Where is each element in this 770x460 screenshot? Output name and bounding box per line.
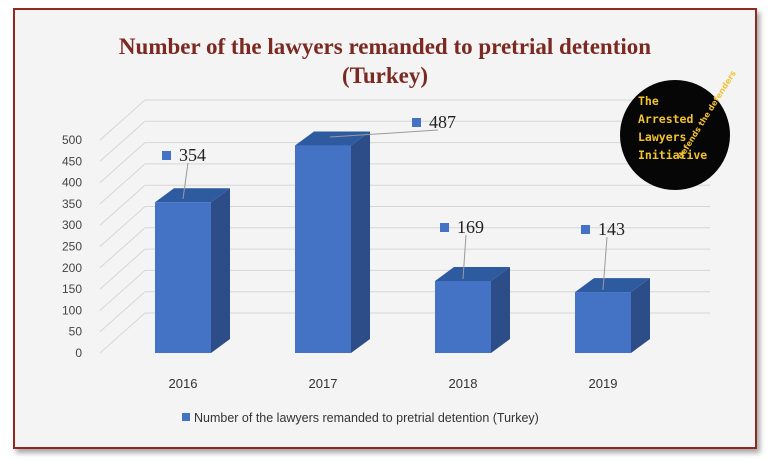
y-tick-label: 200 xyxy=(62,261,82,275)
data-label: 169 xyxy=(457,217,484,237)
data-label-marker xyxy=(162,151,171,160)
gridline xyxy=(99,206,710,247)
bar-top xyxy=(155,188,230,203)
data-label: 354 xyxy=(179,145,206,165)
gridline xyxy=(99,99,710,141)
x-tick-label: 2018 xyxy=(449,376,478,391)
x-tick-label: 2019 xyxy=(589,376,618,391)
bar xyxy=(435,281,491,353)
bar xyxy=(295,145,351,353)
data-label-marker xyxy=(440,223,449,232)
chart-title: Number of the lawyers remanded to pretri… xyxy=(118,34,652,59)
y-tick-label: 300 xyxy=(62,218,82,232)
data-label-marker xyxy=(581,225,590,234)
bar-top xyxy=(435,267,510,282)
y-tick-label: 0 xyxy=(75,346,82,360)
y-tick-label: 250 xyxy=(62,240,82,254)
data-label: 143 xyxy=(598,219,625,239)
legend-label: Number of the lawyers remanded to pretri… xyxy=(194,411,539,425)
bar-side xyxy=(491,267,510,353)
y-tick-label: 350 xyxy=(62,197,82,211)
chart-legend: Number of the lawyers remanded to pretri… xyxy=(182,411,539,425)
y-tick-label: 50 xyxy=(69,325,83,339)
y-tick-label: 450 xyxy=(62,154,82,168)
chart-subtitle: (Turkey) xyxy=(341,63,429,88)
logo-line-4: Initiative xyxy=(638,148,708,162)
arrested-lawyers-logo: The Arrested Lawyers Initiative defends … xyxy=(620,69,738,190)
data-label-marker xyxy=(412,118,421,127)
logo-line-3: Lawyers xyxy=(638,130,687,144)
gridline xyxy=(99,163,710,205)
bar-top xyxy=(295,131,370,146)
gridline xyxy=(99,227,710,269)
gridline xyxy=(99,120,710,162)
gridline xyxy=(99,312,710,354)
bar-side xyxy=(351,131,370,353)
bar xyxy=(575,292,631,353)
bar xyxy=(155,202,211,353)
legend-swatch xyxy=(182,413,190,421)
data-label-leader xyxy=(462,234,467,280)
bar-side xyxy=(211,188,230,353)
gridline xyxy=(99,184,710,226)
bar-top xyxy=(575,278,650,293)
x-tick-label: 2016 xyxy=(169,376,198,391)
data-label-leader xyxy=(182,162,189,200)
gridline xyxy=(99,142,710,183)
bar-side xyxy=(631,278,650,353)
gridline xyxy=(99,269,710,311)
data-label: 487 xyxy=(429,112,456,132)
y-tick-label: 500 xyxy=(62,133,82,147)
data-label-leader xyxy=(329,129,439,138)
gridline xyxy=(99,248,710,290)
data-label-leader xyxy=(602,236,608,291)
y-tick-label: 150 xyxy=(62,282,82,296)
y-tick-label: 400 xyxy=(62,176,82,190)
x-tick-label: 2017 xyxy=(309,376,338,391)
logo-line-2: Arrested xyxy=(638,112,694,126)
gridline xyxy=(99,291,710,333)
y-tick-label: 100 xyxy=(62,303,82,317)
logo-line-1: The xyxy=(638,94,659,108)
chart-frame xyxy=(13,8,757,449)
